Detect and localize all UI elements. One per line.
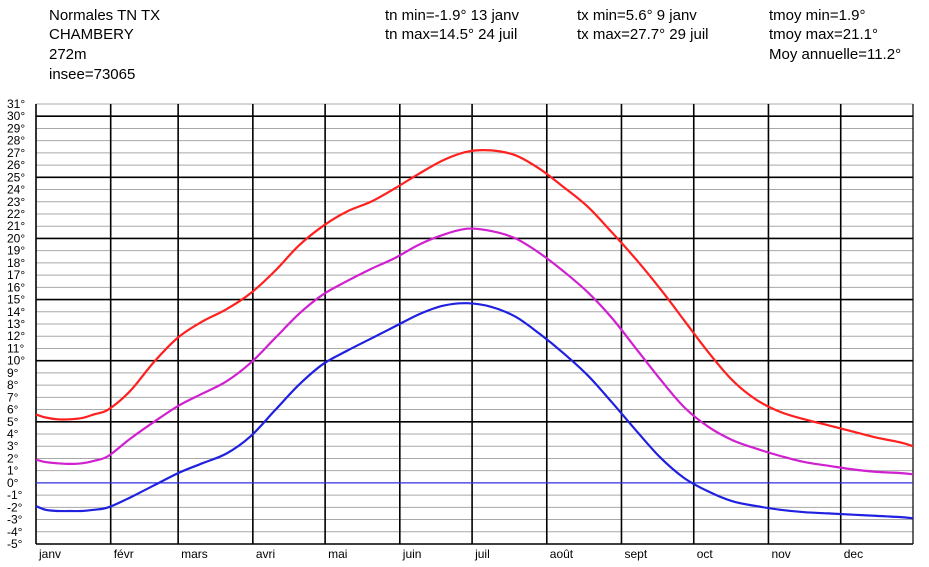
station-insee: insee=73065 [49,66,136,83]
y-tick-label: -4° [7,525,23,539]
y-tick-label: 30° [7,109,25,123]
y-tick-label: 12° [7,329,25,343]
y-tick-label: 15° [7,293,25,307]
station-name: CHAMBERY [49,26,134,43]
y-tick-label: 28° [7,134,25,148]
y-tick-label: 5° [7,415,19,429]
y-tick-label: 10° [7,354,25,368]
y-tick-label: 21° [7,219,25,233]
x-tick-label: juil [474,547,490,561]
station-altitude: 272m [49,46,87,63]
y-tick-label: 17° [7,268,25,282]
tmoy-max-label: tmoy max=21.1° [769,26,878,43]
x-tick-label: avri [256,547,275,561]
y-tick-label: 14° [7,305,25,319]
tn-series-line [35,302,914,520]
y-tick-label: 11° [7,341,24,355]
x-tick-label: févr [114,547,134,561]
x-tick-label: nov [771,547,790,561]
y-tick-label: 16° [7,280,25,294]
y-tick-label: -3° [7,513,23,527]
y-tick-label: 26° [7,158,25,172]
x-tick-label: dec [844,547,863,561]
y-tick-label: 23° [7,195,25,209]
y-tick-label: 31° [7,97,25,111]
x-tick-label: janv [38,547,61,561]
y-tick-label: 1° [7,464,19,478]
y-tick-label: 8° [7,378,19,392]
x-tick-label: mai [328,547,347,561]
tmoy-series-line [35,227,914,476]
y-tick-label: 6° [7,403,19,417]
tx-series-line [35,148,914,448]
y-tick-label: 3° [7,439,19,453]
y-tick-label: 29° [7,121,25,135]
y-tick-label: -2° [7,500,23,514]
y-tick-label: 27° [7,146,25,160]
tn-max-label: tn max=14.5° 24 juil [385,26,518,43]
y-tick-label: 9° [7,366,19,380]
y-tick-label: 0° [7,476,19,490]
y-tick-label: 2° [7,451,19,465]
x-tick-label: mars [181,547,208,561]
x-tick-label: oct [697,547,714,561]
tx-min-label: tx min=5.6° 9 janv [577,7,697,24]
y-tick-label: -5° [7,537,23,551]
chart-title: Normales TN TX [49,7,161,24]
y-tick-label: 19° [7,244,25,258]
tn-min-label: tn min=-1.9° 13 janv [385,7,519,24]
x-tick-label: août [550,547,574,561]
x-tick-label: sept [624,547,647,561]
y-tick-label: 20° [7,231,25,245]
y-tick-label: 25° [7,170,25,184]
y-tick-label: 18° [7,256,25,270]
annual-mean-label: Moy annuelle=11.2° [769,46,902,63]
x-tick-label: juin [402,547,422,561]
y-tick-label: 22° [7,207,25,221]
y-tick-label: 7° [7,390,19,404]
y-tick-label: 4° [7,427,19,441]
tx-max-label: tx max=27.7° 29 juil [577,26,709,43]
tmoy-min-label: tmoy min=1.9° [769,7,866,24]
y-tick-label: -1° [7,488,23,502]
y-tick-label: 24° [7,183,25,197]
y-tick-label: 13° [7,317,25,331]
